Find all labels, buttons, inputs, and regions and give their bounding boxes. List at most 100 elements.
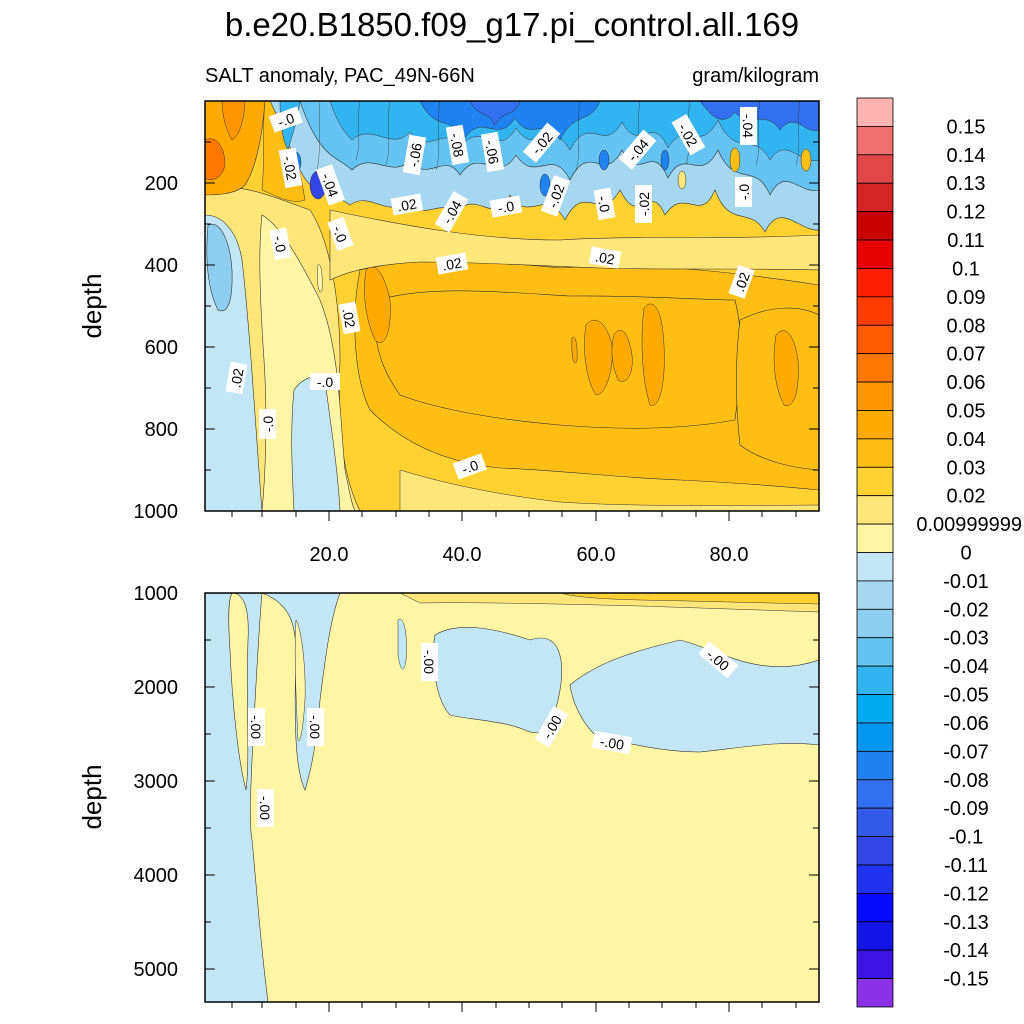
- upper-y-axis-label: depth: [77, 273, 107, 338]
- svg-text:.02: .02: [227, 367, 246, 389]
- colorbar-label: -0.13: [943, 912, 989, 934]
- svg-text:.02: .02: [396, 195, 418, 214]
- colorbar-swatch: [856, 97, 894, 127]
- colorbar-swatch: [856, 523, 894, 553]
- lower-y-tick-3000: 3000: [134, 771, 179, 793]
- contour-label: -.04: [740, 107, 757, 145]
- svg-text:-.02: -.02: [280, 155, 300, 182]
- x-tick-20: 20.0: [310, 544, 349, 566]
- svg-text:.02: .02: [731, 270, 753, 294]
- colorbar-swatch: [856, 438, 894, 468]
- contour-label: -.00: [307, 708, 324, 746]
- contour-label: -.02: [635, 185, 652, 223]
- lower-contour-fill: [205, 593, 819, 1002]
- colorbar-label: -0.12: [943, 883, 989, 905]
- contour-label: -.0: [269, 227, 292, 261]
- svg-text:-.0: -.0: [460, 457, 481, 478]
- colorbar-swatch: [856, 239, 894, 269]
- colorbar-swatch: [856, 154, 894, 184]
- colorbar-swatch: [856, 268, 894, 298]
- colorbar-label: 0.14: [947, 145, 986, 167]
- svg-text:-.00: -.00: [599, 733, 626, 753]
- colorbar-swatch: [856, 126, 894, 156]
- colorbar: 0.15 0.14 0.13 0.12 0.11 0.1 0.09 0.08 0.07 0.06 0…: [856, 97, 1022, 1008]
- colorbar-swatch: [856, 978, 894, 1008]
- svg-text:-.00: -.00: [257, 796, 273, 820]
- colorbar-label: -0.08: [943, 770, 989, 792]
- svg-text:-.00: -.00: [248, 715, 264, 739]
- colorbar-label: 0.04: [947, 429, 986, 451]
- svg-text:-.0: -.0: [260, 416, 276, 433]
- svg-text:-.06: -.06: [405, 142, 425, 169]
- colorbar-label: -0.07: [943, 741, 989, 763]
- colorbar-label: -0.14: [943, 940, 989, 962]
- lower-y-tick-2000: 2000: [134, 677, 179, 699]
- contour-label: -.02: [541, 175, 571, 217]
- lower-y-ticks: [205, 639, 819, 970]
- colorbar-label: 0.03: [947, 457, 986, 479]
- colorbar-label: 0.15: [947, 116, 986, 138]
- colorbar-swatch: [856, 466, 894, 497]
- colorbar-label: -0.06: [943, 713, 989, 735]
- svg-text:-.04: -.04: [318, 171, 341, 199]
- svg-text:-.02: -.02: [544, 182, 567, 210]
- svg-text:-.0: -.0: [271, 235, 290, 254]
- contour-label: -.0: [452, 453, 487, 480]
- contour-label: -.04: [315, 164, 345, 206]
- colorbar-label: 0.09: [947, 287, 986, 309]
- x-tick-40: 40.0: [443, 544, 482, 566]
- colorbar-label: 0.12: [947, 202, 986, 224]
- contour-label: .02: [338, 301, 361, 335]
- contour-label: -.0: [310, 373, 340, 390]
- colorbar-label: 0.11: [947, 230, 984, 252]
- colorbar-swatch: [856, 182, 894, 213]
- upper-y-tick-800: 800: [145, 419, 178, 441]
- colorbar-swatch: [856, 580, 894, 610]
- colorbar-swatch: [856, 608, 894, 639]
- contour-label: -.0: [259, 409, 276, 439]
- colorbar-swatch: [856, 296, 894, 326]
- colorbar-label: 0.13: [947, 173, 986, 195]
- chart-subtitle-right: gram/kilogram: [692, 65, 819, 87]
- x-tick-60: 60.0: [577, 544, 616, 566]
- colorbar-label: 0.02: [947, 486, 986, 508]
- colorbar-swatch: [856, 892, 894, 923]
- contour-label: .02: [225, 361, 248, 395]
- svg-text:.02: .02: [594, 248, 616, 267]
- lower-y-tick-1000: 1000: [134, 583, 179, 605]
- colorbar-label: -0.15: [943, 969, 989, 991]
- colorbar-swatch: [856, 353, 894, 383]
- contour-label: .02: [435, 252, 469, 275]
- contour-label: -.0: [489, 195, 523, 218]
- colorbar-swatch: [856, 211, 894, 241]
- upper-y-tick-1000: 1000: [134, 501, 179, 523]
- colorbar-label: 0: [960, 543, 971, 565]
- upper-y-tick-200: 200: [145, 173, 178, 195]
- colorbar-swatch: [856, 495, 894, 525]
- contour-label: -.0: [268, 106, 303, 133]
- colorbar-label: -0.04: [943, 656, 989, 678]
- colorbar-label: -0.02: [943, 599, 989, 621]
- colorbar-label: 0.06: [947, 372, 986, 394]
- contour-label: -.00: [257, 789, 274, 827]
- colorbar-swatch: [856, 836, 894, 866]
- contour-label: -.08: [445, 124, 470, 166]
- contour-label: -.06: [480, 131, 505, 173]
- upper-panel: -.0 -.02 -.04 -.06 -.08 -.06 -.02 -.04 -.02 .02 -.…: [77, 100, 820, 566]
- contour-label: -.00: [248, 708, 265, 746]
- colorbar-swatch: [856, 410, 894, 440]
- colorbar-swatch: [856, 779, 894, 809]
- contour-label: -.00: [591, 730, 633, 755]
- colorbar-label: -0.01: [943, 571, 989, 593]
- upper-y-tick-400: 400: [145, 255, 178, 277]
- colorbar-label: 0.00999999: [916, 514, 1022, 536]
- contour-label: .02: [728, 264, 755, 299]
- upper-contour-labels: -.0 -.02 -.04 -.06 -.08 -.06 -.02 -.04 -.02 .02 -.…: [225, 106, 757, 480]
- colorbar-label: 0.07: [947, 344, 986, 366]
- svg-text:-.0: -.0: [276, 110, 297, 131]
- colorbar-label: 0.08: [947, 315, 986, 337]
- colorbar-swatch: [856, 921, 894, 951]
- colorbar-label: 0.05: [947, 400, 986, 422]
- colorbar-label: -0.11: [944, 855, 988, 877]
